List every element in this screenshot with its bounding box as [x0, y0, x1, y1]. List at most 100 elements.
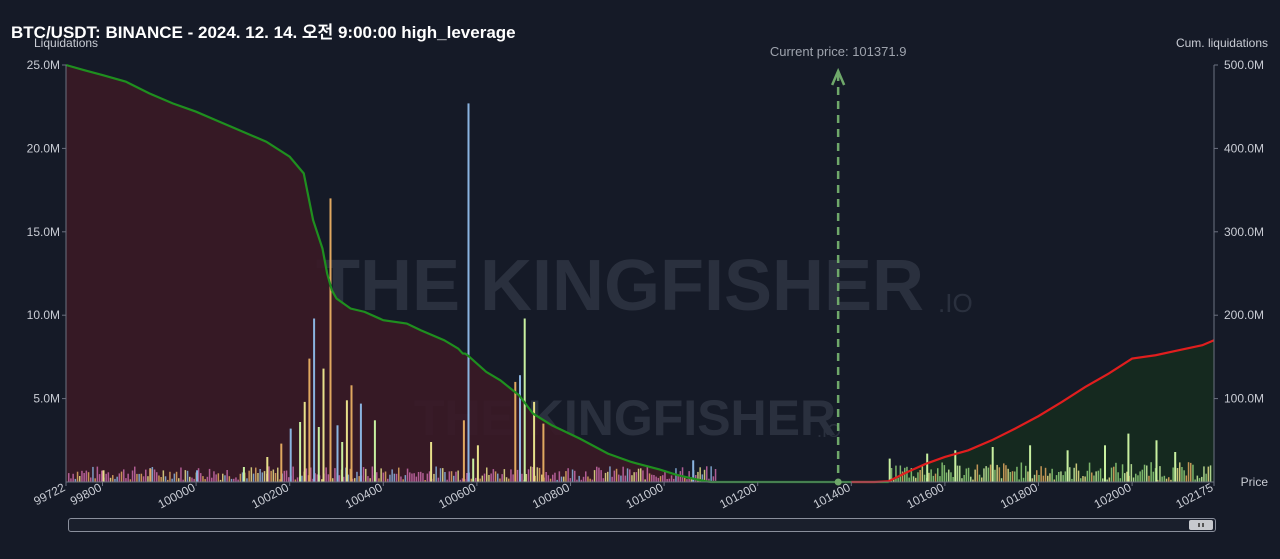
liquidation-bar	[1047, 475, 1049, 482]
x-tick-label: 101600	[904, 480, 946, 511]
liquidation-bar	[596, 466, 598, 482]
liquidation-bar	[160, 477, 162, 482]
liquidation-bar	[620, 475, 622, 482]
liquidation-bar	[1095, 471, 1097, 482]
liquidation-bar	[1137, 475, 1139, 482]
liquidation-bar	[107, 472, 110, 482]
liquidation-bar	[252, 473, 255, 482]
liquidation-bar	[906, 466, 908, 482]
liquidation-bar	[917, 472, 919, 482]
liquidation-bar	[1077, 470, 1080, 482]
liquidation-bar	[1038, 475, 1040, 482]
liquidation-bar	[1117, 472, 1119, 482]
liquidation-bar	[1027, 471, 1029, 482]
liquidation-bar	[1040, 466, 1042, 482]
liquidation-spike-bar	[472, 458, 475, 482]
liquidation-bar	[197, 468, 200, 482]
liquidation-bar	[178, 478, 180, 482]
liquidation-bar	[72, 473, 74, 482]
liquidation-bar	[545, 472, 547, 482]
liquidation-bar	[1196, 475, 1199, 482]
liquidation-bar	[230, 478, 233, 482]
liquidation-bar	[118, 473, 121, 482]
liquidation-bar	[1036, 470, 1038, 482]
liquidation-bar	[347, 474, 349, 482]
liquidation-bar	[367, 476, 369, 482]
scroll-handle[interactable]	[1189, 520, 1213, 530]
liquidation-bar	[1201, 476, 1203, 482]
liquidation-bar	[560, 476, 563, 482]
liquidation-bar	[116, 476, 118, 482]
liquidation-bar	[426, 473, 429, 482]
liquidation-bar	[142, 476, 145, 482]
liquidation-bar	[105, 473, 107, 482]
liquidation-bar	[437, 477, 440, 482]
liquidation-bar	[215, 474, 217, 482]
liquidation-bar	[618, 474, 620, 482]
liquidation-spike-bar	[692, 460, 695, 482]
liquidation-bar	[662, 475, 664, 482]
liquidation-bar	[1044, 467, 1047, 482]
liquidation-spike-bar	[888, 458, 891, 482]
liquidation-bar	[87, 472, 90, 482]
liquidation-bar	[285, 470, 288, 482]
liquidation-bar	[1069, 467, 1071, 482]
liquidation-bar	[659, 476, 662, 482]
liquidation-spike-bar	[336, 425, 339, 482]
liquidation-bar	[288, 477, 290, 482]
liquidation-bar	[967, 467, 970, 482]
liquidation-bar	[1033, 474, 1036, 482]
liquidation-bar	[615, 468, 618, 482]
liquidation-spike-bar	[242, 467, 245, 482]
liquidation-bar	[1157, 479, 1159, 482]
liquidation-bar	[356, 471, 358, 482]
liquidation-bar	[899, 465, 902, 482]
liquidation-bar	[470, 478, 473, 482]
liquidation-bar	[1159, 466, 1161, 482]
liquidation-spike-bar	[345, 400, 348, 482]
liquidation-bar	[897, 477, 899, 482]
liquidation-bar	[1143, 464, 1146, 482]
liquidation-spike-bar	[317, 427, 320, 482]
liquidation-bar	[433, 473, 435, 482]
liquidation-bar	[327, 474, 330, 482]
liquidation-bar	[173, 473, 176, 482]
liquidation-bar	[644, 479, 646, 482]
liquidation-bar	[193, 478, 195, 482]
horizontal-scrollbar[interactable]	[68, 518, 1216, 532]
liquidation-spike-bar	[1174, 452, 1177, 482]
liquidation-bar	[1011, 471, 1014, 482]
liquidation-bar	[1148, 475, 1150, 482]
liquidation-bar	[1084, 476, 1086, 482]
liquidation-bar	[593, 470, 596, 482]
liquidation-bar	[664, 470, 666, 482]
liquidation-bar	[943, 465, 946, 482]
liquidation-bar	[140, 473, 143, 482]
liquidation-bar	[904, 467, 906, 482]
liquidation-bar	[1141, 469, 1144, 482]
liquidation-spike-bar	[476, 445, 479, 482]
liquidation-bar	[488, 475, 490, 482]
liquidation-bar	[706, 466, 708, 482]
liquidation-bar	[1192, 464, 1194, 482]
liquidation-bar	[624, 475, 627, 482]
liquidation-bar	[1053, 479, 1056, 482]
liquidation-spike-bar	[303, 401, 306, 482]
liquidation-bar	[76, 471, 79, 482]
liquidation-bar	[549, 478, 552, 482]
liquidation-bar	[270, 470, 272, 482]
liquidation-bar	[420, 471, 422, 482]
x-tick-label: 102175	[1173, 480, 1215, 511]
x-tick-label: 100200	[249, 480, 291, 511]
liquidation-bar	[1099, 468, 1102, 482]
liquidation-bar	[622, 466, 624, 482]
liquidation-bar	[81, 470, 83, 482]
liquidation-bar	[985, 466, 987, 482]
liquidation-bar	[114, 478, 116, 482]
liquidation-bar	[85, 470, 88, 482]
liquidation-bar	[1170, 479, 1172, 482]
y-tick-label: 20.0M	[27, 141, 60, 155]
current-price-arrow	[831, 67, 846, 86]
liquidation-bar	[343, 476, 345, 482]
